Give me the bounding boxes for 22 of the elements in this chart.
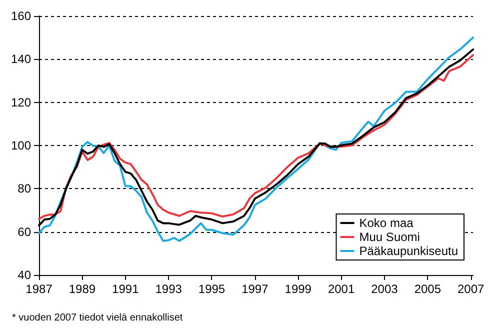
text: * vuoden 2007 tiedot vielä ennakolliset — [12, 312, 183, 324]
x-tick-label: 1987 — [26, 282, 53, 296]
legend-label: Koko maa — [359, 216, 414, 230]
x-tick-label: 2005 — [414, 282, 442, 296]
x-tick-label: 1989 — [68, 282, 96, 296]
y-tick-label: 140 — [10, 52, 32, 66]
legend-label: Muu Suomi — [359, 230, 420, 244]
x-tick-label: 1999 — [284, 282, 312, 296]
y-tick-label: 60 — [18, 224, 32, 239]
y-tick-label: 100 — [10, 138, 32, 152]
y-tick-label: 160 — [10, 9, 32, 23]
x-tick-label: 1995 — [198, 282, 226, 296]
x-tick-label: 1997 — [242, 282, 269, 296]
x-tick-label: 1993 — [155, 282, 182, 296]
legend-label: Pääkaupunkiseutu — [359, 244, 458, 258]
y-tick-label: 80 — [18, 182, 32, 196]
x-tick-label: 2001 — [328, 282, 355, 296]
x-tick-label: 2007 — [457, 282, 485, 296]
x-tick-label: 2003 — [371, 282, 398, 296]
y-tick-label: 120 — [10, 95, 32, 110]
y-tick-label: 40 — [18, 268, 32, 282]
x-tick-label: 1991 — [112, 282, 140, 296]
